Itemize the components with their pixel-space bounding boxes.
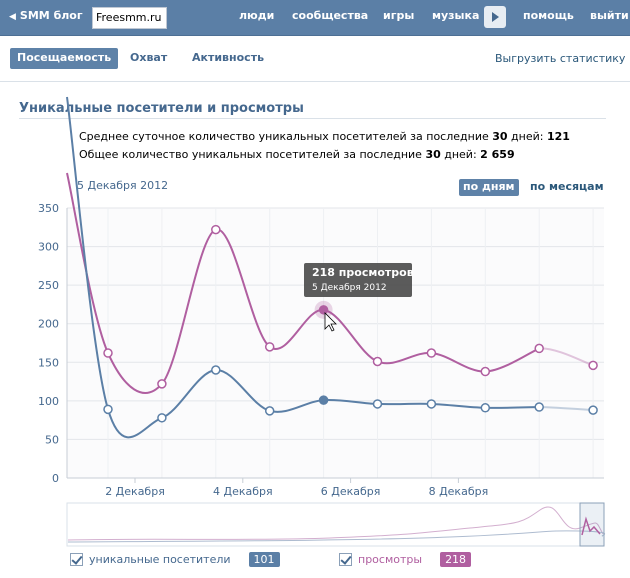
data-point — [534, 343, 544, 354]
y-tick-label: 50 — [45, 433, 59, 446]
chart-points — [103, 224, 598, 423]
data-point — [480, 366, 491, 377]
stats-tabs: Посещаемость Охват Активность Выгрузить … — [0, 36, 630, 82]
data-point — [534, 402, 544, 412]
data-point — [211, 365, 221, 375]
data-point — [372, 399, 383, 409]
data-point — [318, 395, 329, 405]
back-label: SMM блог — [19, 9, 83, 22]
y-tick-label: 200 — [38, 318, 59, 331]
search-input[interactable]: Freesmm.ru — [92, 7, 167, 29]
avg-days: 30 — [492, 130, 508, 143]
data-point — [103, 404, 113, 415]
tab-activity[interactable]: Активность — [192, 51, 265, 64]
nav-people[interactable]: люди — [239, 9, 275, 22]
data-point — [318, 305, 329, 315]
data-point — [372, 356, 383, 367]
avg-value: 121 — [546, 130, 570, 143]
y-tick-label: 250 — [38, 279, 59, 292]
by-day-button[interactable]: по дням — [459, 179, 519, 196]
views-checkbox[interactable] — [339, 553, 352, 566]
nav-games[interactable]: игры — [383, 9, 415, 22]
selected-date: 5 Декабря 2012 — [77, 179, 169, 192]
data-point — [157, 413, 167, 423]
section-title: Уникальные посетители и просмотры — [19, 101, 304, 116]
chart-grid — [66, 207, 604, 479]
views-value-badge: 218 — [440, 552, 472, 567]
data-point — [103, 348, 113, 358]
x-tick-label: 4 Декабря — [213, 485, 273, 498]
visitors-checkbox[interactable] — [70, 553, 83, 566]
total-suffix: дней: — [440, 148, 481, 161]
total-visitors-stat: Общее количество уникальных посетителей … — [79, 148, 515, 161]
avg-suffix: дней: — [507, 130, 547, 143]
legend-views[interactable]: просмотры 218 — [339, 552, 472, 567]
total-value: 2 659 — [480, 148, 515, 161]
total-days: 30 — [425, 148, 441, 161]
x-tick-label: 2 Декабря — [105, 485, 165, 498]
nav-music[interactable]: музыка — [432, 9, 480, 22]
back-link[interactable]: ◀ SMM блог — [9, 9, 83, 22]
data-point — [426, 348, 437, 358]
total-prefix: Общее количество уникальных посетителей … — [79, 148, 426, 161]
data-point — [264, 406, 275, 416]
navigator-selection[interactable] — [579, 502, 605, 547]
export-stats-link[interactable]: Выгрузить статистику — [495, 52, 626, 65]
section-divider — [19, 118, 606, 119]
y-tick-label: 350 — [38, 202, 59, 215]
tooltip: 218 просмотров 5 Декабря 2012 — [304, 263, 414, 297]
back-arrow-icon: ◀ — [9, 12, 16, 22]
data-point — [588, 360, 598, 371]
y-axis: 0 50 100 150 200 250 300 350 — [38, 202, 59, 485]
legend-visitors[interactable]: уникальные посетители 101 — [70, 552, 280, 567]
data-point — [426, 399, 437, 409]
tooltip-title: 218 просмотров — [312, 266, 414, 279]
views-label: просмотры — [358, 553, 423, 566]
visitors-label: уникальные посетители — [89, 553, 231, 566]
nav-logout[interactable]: выйти — [590, 9, 629, 22]
data-point — [588, 405, 598, 415]
y-tick-label: 300 — [38, 241, 59, 254]
avg-visitors-stat: Среднее суточное количество уникальных п… — [79, 130, 570, 143]
series-line-1 — [66, 96, 540, 439]
x-tick-label: 6 Декабря — [321, 485, 381, 498]
top-bar: ◀ SMM блог Freesmm.ru люди сообщества игр… — [0, 0, 630, 36]
avg-prefix: Среднее суточное количество уникальных п… — [79, 130, 493, 143]
nav-communities[interactable]: сообщества — [292, 9, 369, 22]
y-tick-label: 150 — [38, 356, 59, 369]
play-icon[interactable] — [484, 6, 506, 28]
tab-reach[interactable]: Охват — [130, 51, 168, 64]
visitors-value-badge: 101 — [248, 552, 280, 567]
mouse-cursor-icon — [324, 312, 337, 332]
x-axis: 2 Декабря 4 Декабря 6 Декабря 8 Декабря — [105, 478, 488, 498]
y-tick-label: 0 — [52, 472, 59, 485]
plot-area — [67, 208, 604, 478]
data-point — [480, 403, 491, 413]
data-point — [157, 379, 167, 389]
y-tick-label: 100 — [38, 395, 59, 408]
data-point — [264, 342, 275, 352]
x-tick-label: 8 Декабря — [429, 485, 489, 498]
tab-attendance[interactable]: Посещаемость — [10, 48, 119, 69]
by-month-button[interactable]: по месяцам — [530, 180, 604, 193]
tooltip-box — [304, 263, 412, 297]
navigator-selection-line — [581, 516, 601, 536]
nav-help[interactable]: помощь — [523, 9, 574, 22]
tooltip-date: 5 Декабря 2012 — [312, 283, 387, 293]
data-point — [211, 224, 221, 235]
